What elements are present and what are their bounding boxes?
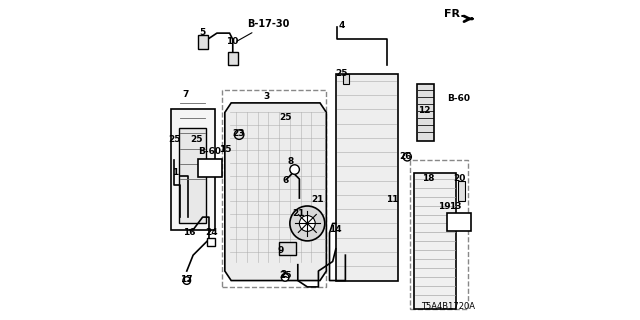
FancyBboxPatch shape xyxy=(179,128,206,223)
Bar xyxy=(198,35,208,49)
Circle shape xyxy=(300,215,316,231)
Circle shape xyxy=(403,153,412,161)
Text: 26: 26 xyxy=(399,152,412,161)
Text: 8: 8 xyxy=(288,157,294,166)
Text: 5: 5 xyxy=(199,28,205,37)
Text: 15: 15 xyxy=(220,145,232,154)
Text: 25: 25 xyxy=(280,271,292,280)
Circle shape xyxy=(290,165,300,174)
Text: FR.: FR. xyxy=(444,9,465,19)
FancyBboxPatch shape xyxy=(336,74,397,281)
Bar xyxy=(228,52,237,65)
Text: 3: 3 xyxy=(263,92,269,101)
Text: 21: 21 xyxy=(311,195,324,204)
Text: 14: 14 xyxy=(329,225,342,234)
FancyBboxPatch shape xyxy=(171,109,215,230)
Text: 20: 20 xyxy=(452,174,465,183)
Circle shape xyxy=(290,206,324,241)
Text: 2: 2 xyxy=(280,270,287,279)
Text: 16: 16 xyxy=(183,228,196,237)
Text: 25: 25 xyxy=(191,135,203,144)
Text: 21: 21 xyxy=(292,209,305,218)
Text: T5A4B1720A: T5A4B1720A xyxy=(421,302,476,311)
Text: 10: 10 xyxy=(226,37,238,46)
Circle shape xyxy=(282,274,289,281)
Text: B-60: B-60 xyxy=(198,147,221,156)
Text: 1: 1 xyxy=(172,168,178,177)
Text: 11: 11 xyxy=(386,195,399,204)
Text: 25: 25 xyxy=(168,135,181,144)
Bar xyxy=(279,242,296,255)
Text: 19: 19 xyxy=(438,203,451,212)
Text: 12: 12 xyxy=(418,106,430,115)
Bar xyxy=(458,180,465,201)
Text: 24: 24 xyxy=(205,228,218,237)
Text: 18: 18 xyxy=(422,174,435,183)
Text: B-17-30: B-17-30 xyxy=(237,19,289,41)
Circle shape xyxy=(234,130,244,140)
Text: 25: 25 xyxy=(335,69,348,78)
Bar xyxy=(207,238,215,246)
FancyBboxPatch shape xyxy=(417,84,434,141)
Text: 9: 9 xyxy=(277,246,284,255)
Polygon shape xyxy=(225,103,326,281)
FancyBboxPatch shape xyxy=(447,213,470,231)
FancyBboxPatch shape xyxy=(198,159,221,178)
FancyBboxPatch shape xyxy=(413,173,456,309)
Text: 25: 25 xyxy=(280,113,292,122)
Text: 4: 4 xyxy=(339,21,345,30)
Bar xyxy=(343,74,349,84)
Text: 23: 23 xyxy=(232,130,244,139)
Text: B-60: B-60 xyxy=(447,94,470,103)
Text: 7: 7 xyxy=(182,91,188,100)
Text: 6: 6 xyxy=(283,176,289,185)
Text: 17: 17 xyxy=(180,276,193,284)
Text: 13: 13 xyxy=(449,203,462,212)
